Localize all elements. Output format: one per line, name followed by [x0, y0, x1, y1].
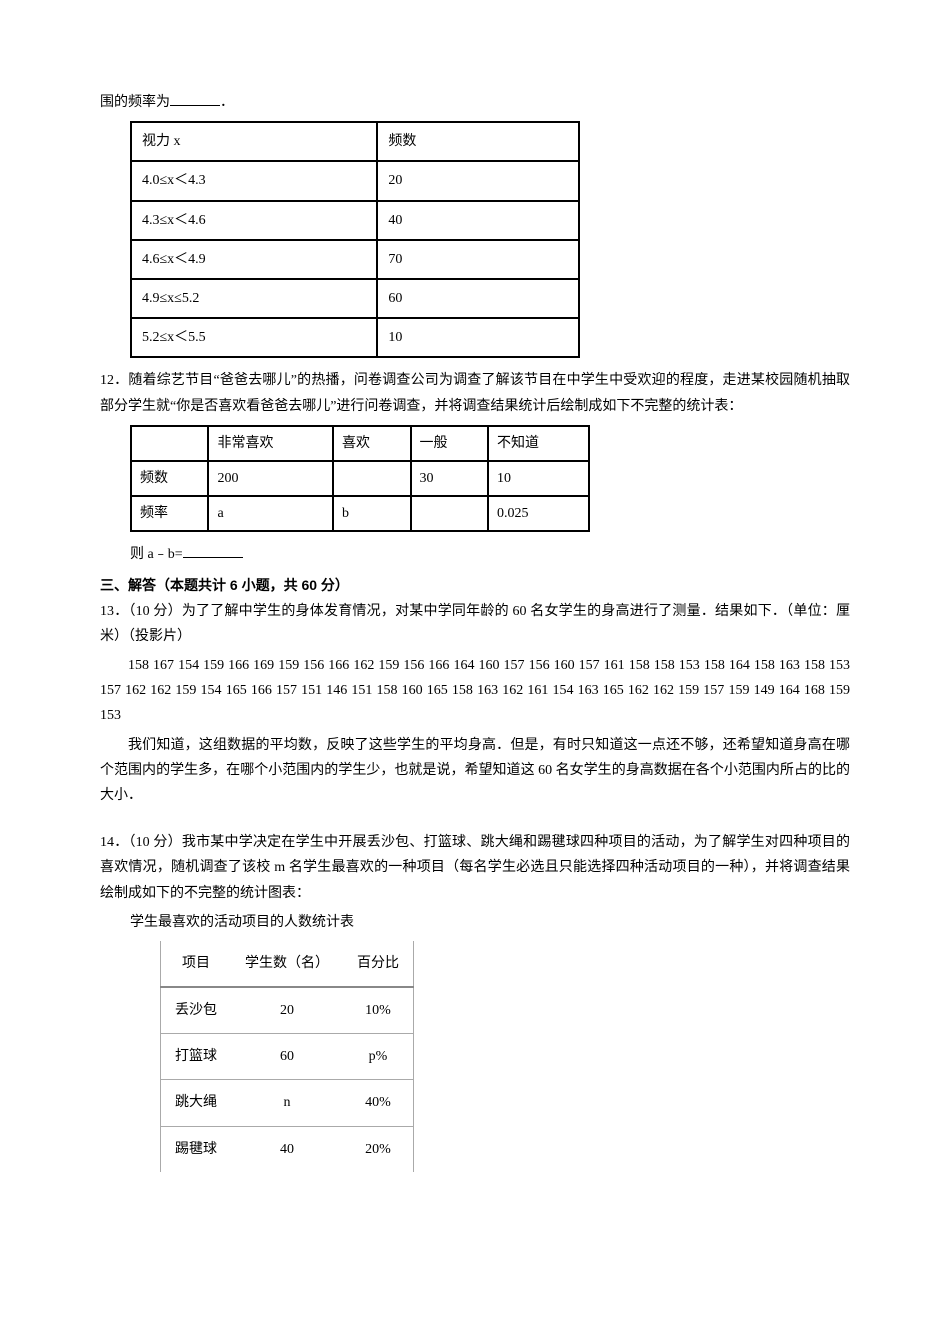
table-row: 踢毽球 40 20%: [161, 1126, 414, 1172]
q14-text: 14．（10 分）我市某中学决定在学生中开展丢沙包、打篮球、跳大绳和踢毽球四种项…: [100, 830, 850, 906]
table-header-row: 视力 x 频数: [131, 122, 579, 161]
q13-text2: 我们知道，这组数据的平均数，反映了这些学生的平均身高．但是，有时只知道这一点还不…: [100, 733, 850, 809]
q13-data-block: 158 167 154 159 166 169 159 156 166 162 …: [100, 653, 850, 729]
q13-text1: 13．（10 分）为了了解中学生的身体发育情况，对某中学同年龄的 60 名女学生…: [100, 599, 850, 649]
table-header-cell: 视力 x: [131, 122, 377, 161]
table-row: 4.0≤x＜4.320: [131, 161, 579, 200]
q13-body1: 为了了解中学生的身体发育情况，对某中学同年龄的 60 名女学生的身高进行了测量．…: [100, 604, 850, 644]
table-row: 频率 a b 0.025: [131, 496, 589, 531]
table-row: 4.6≤x＜4.970: [131, 240, 579, 279]
blank-fill: [183, 544, 243, 558]
q12-body: 随着综艺节目“爸爸去哪儿”的热播，问卷调查公司为调查了解该节目在中学生中受欢迎的…: [100, 373, 850, 413]
intro-line: 围的频率为 ．: [100, 90, 850, 115]
q13-points: （10 分）: [128, 604, 181, 619]
intro-text: 围的频率为: [100, 95, 170, 110]
q12-num: 12．: [100, 373, 128, 388]
survey-table: 非常喜欢 喜欢 一般 不知道 频数 200 30 10 频率 a b 0.025: [130, 425, 590, 533]
q12-text: 12．随着综艺节目“爸爸去哪儿”的热播，问卷调查公司为调查了解该节目在中学生中受…: [100, 368, 850, 418]
section3-heading: 三、解答（本题共计 6 小题，共 60 分）: [100, 573, 850, 598]
table-header-row: 非常喜欢 喜欢 一般 不知道: [131, 426, 589, 461]
table-row: 4.3≤x＜4.640: [131, 201, 579, 240]
table-row: 打篮球 60 p%: [161, 1034, 414, 1080]
q14-caption: 学生最喜欢的活动项目的人数统计表: [130, 910, 850, 935]
q14-num: 14．: [100, 835, 128, 850]
q14-body: 我市某中学决定在学生中开展丢沙包、打篮球、跳大绳和踢毽球四种项目的活动，为了解学…: [100, 835, 850, 900]
table-header-cell: 频数: [377, 122, 579, 161]
vision-frequency-table: 视力 x 频数 4.0≤x＜4.320 4.3≤x＜4.640 4.6≤x＜4.…: [130, 121, 580, 358]
blank-fill: [170, 92, 220, 106]
q14-points: （10 分）: [128, 835, 181, 850]
table-row: 5.2≤x＜5.510: [131, 318, 579, 357]
table-header-row: 项目 学生数（名） 百分比: [161, 941, 414, 987]
activity-table: 项目 学生数（名） 百分比 丢沙包 20 10% 打篮球 60 p% 跳大绳 n…: [160, 941, 414, 1172]
q12-tail-text: 则 a﹣b=: [130, 547, 183, 562]
table-row: 4.9≤x≤5.260: [131, 279, 579, 318]
period: ．: [220, 95, 234, 110]
table-row: 丢沙包 20 10%: [161, 987, 414, 1034]
spacer: [100, 812, 850, 830]
table-row: 频数 200 30 10: [131, 461, 589, 496]
q12-tail: 则 a﹣b=: [130, 542, 850, 567]
table-row: 跳大绳 n 40%: [161, 1080, 414, 1126]
q13-num: 13．: [100, 604, 128, 619]
activity-table-wrap: 项目 学生数（名） 百分比 丢沙包 20 10% 打篮球 60 p% 跳大绳 n…: [130, 941, 850, 1172]
